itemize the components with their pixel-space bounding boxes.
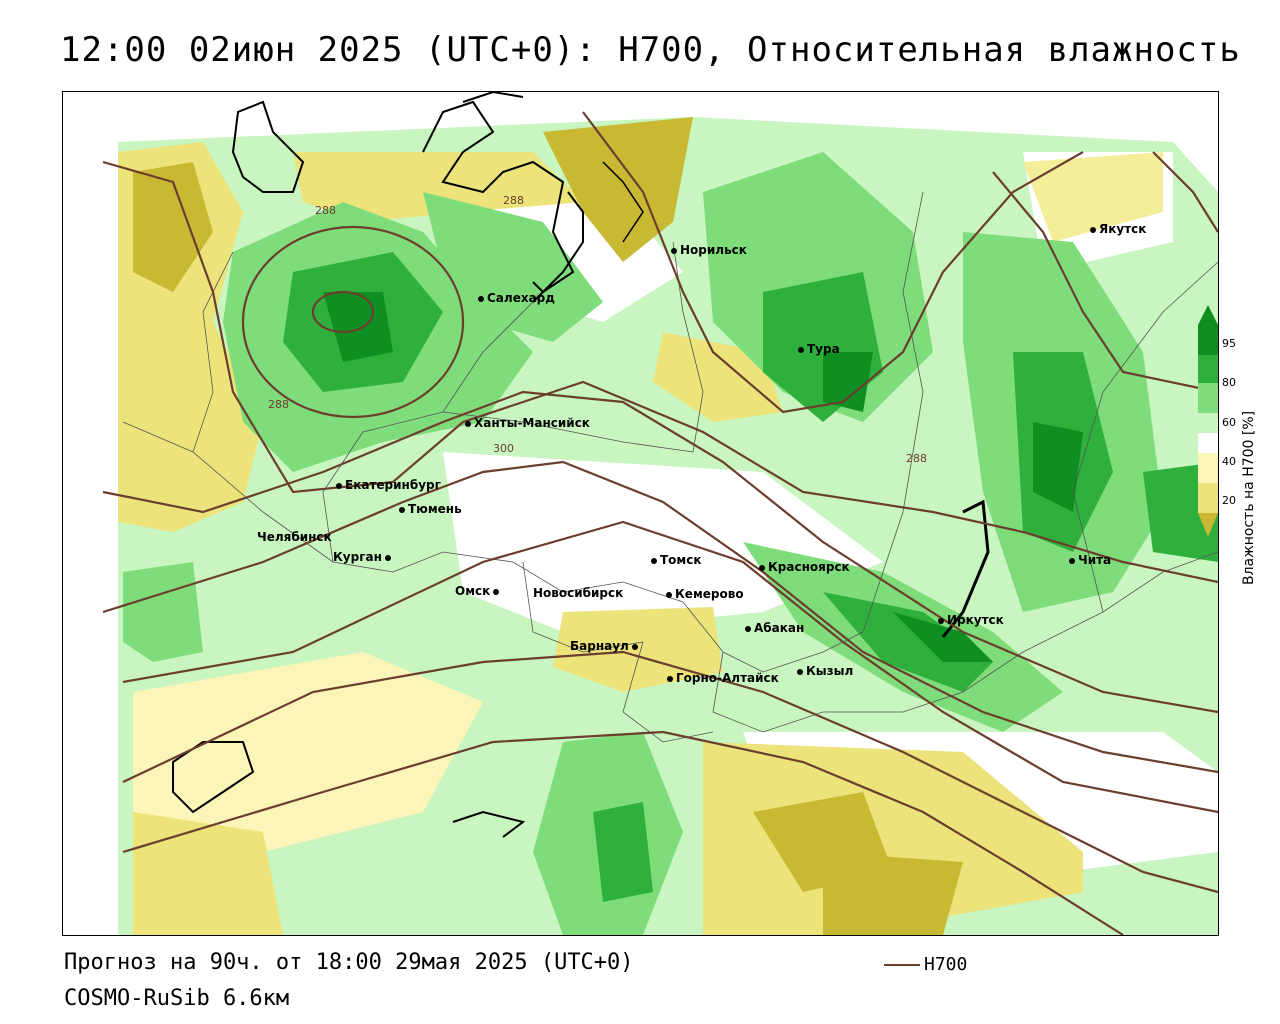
city-dot-icon xyxy=(399,506,405,513)
city-dot-icon xyxy=(938,617,944,624)
city-name: Тура xyxy=(807,342,840,356)
city-name: Курган xyxy=(333,550,382,564)
city-name: Барнаул xyxy=(570,639,629,653)
city-dot-icon xyxy=(1090,226,1096,233)
city-dot-icon xyxy=(478,295,484,302)
admin-boundaries xyxy=(122,191,1218,743)
city-marker: Кемерово xyxy=(666,587,744,601)
dry-zone-south xyxy=(703,742,1083,935)
city-name: Красноярск xyxy=(768,560,850,574)
city-dot-icon xyxy=(384,554,391,561)
city-dot-icon xyxy=(667,675,673,682)
forecast-info: Прогноз на 90ч. от 18:00 29мая 2025 (UTC… xyxy=(64,950,634,975)
city-marker: Салехард xyxy=(478,291,555,305)
city-name: Тюмень xyxy=(408,502,462,516)
city-marker: Горно-Алтайск xyxy=(667,671,779,685)
city-name: Екатеринбург xyxy=(345,478,441,492)
city-marker: Екатеринбург xyxy=(336,478,441,492)
h700-contours xyxy=(102,111,1218,935)
city-marker: Норильск xyxy=(671,243,747,257)
city-dot-icon xyxy=(493,588,500,595)
city-marker: Томск xyxy=(651,553,702,567)
city-dot-icon xyxy=(336,482,342,489)
map-title: 12:00 02июн 2025 (UTC+0): H700, Относите… xyxy=(60,30,1241,70)
city-dot-icon xyxy=(759,564,765,571)
city-name: Ханты-Мансийск xyxy=(474,416,590,430)
city-name: Кызыл xyxy=(806,664,854,678)
city-dot-icon xyxy=(745,625,751,632)
humidity-color-scale xyxy=(1198,305,1218,537)
city-name: Горно-Алтайск xyxy=(676,671,779,685)
legend-tick: 80 xyxy=(1222,376,1236,389)
legend-tick: 95 xyxy=(1222,337,1236,350)
city-marker: Новосибирск xyxy=(533,586,623,600)
city-name: Иркутск xyxy=(947,613,1004,627)
city-marker: Иркутск xyxy=(938,613,1004,627)
city-marker: Омск xyxy=(455,584,502,598)
city-marker: Якутск xyxy=(1090,222,1146,236)
city-name: Абакан xyxy=(754,621,805,635)
city-dot-icon xyxy=(797,668,803,675)
contour-legend-label: H700 xyxy=(924,954,968,975)
city-name: Кемерово xyxy=(675,587,744,601)
city-name: Якутск xyxy=(1099,222,1147,236)
city-name: Чита xyxy=(1078,553,1112,567)
city-marker: Кызыл xyxy=(797,664,853,678)
legend-tick: 20 xyxy=(1222,494,1236,507)
contour-label: 288 xyxy=(315,204,336,217)
model-name: COSMO-RuSib 6.6км xyxy=(64,986,290,1011)
city-dot-icon xyxy=(465,420,471,427)
city-name: Томск xyxy=(660,553,702,567)
city-marker: Абакан xyxy=(745,621,804,635)
city-marker: Челябинск xyxy=(257,530,332,544)
map-area: 288 288 288 300 288 Норильск Якутск Сале… xyxy=(62,91,1219,936)
legend-tick: 60 xyxy=(1222,416,1236,429)
contour-label: 288 xyxy=(906,452,927,465)
dry-zone-barnaul xyxy=(553,607,723,692)
lake-baikal xyxy=(941,499,990,638)
city-marker: Тюмень xyxy=(399,502,462,516)
city-marker: Красноярск xyxy=(759,560,850,574)
legend-tick: 40 xyxy=(1222,455,1236,468)
city-dot-icon xyxy=(1069,557,1075,564)
city-marker: Ханты-Мансийск xyxy=(465,416,590,430)
humidity-field xyxy=(63,92,1218,935)
contour-label: 300 xyxy=(493,442,514,455)
city-name: Челябинск xyxy=(257,530,332,544)
city-name: Новосибирск xyxy=(533,586,624,600)
contour-label: 288 xyxy=(268,398,289,411)
city-name: Салехард xyxy=(487,291,555,305)
city-marker: Тура xyxy=(798,342,840,356)
contour-label: 288 xyxy=(503,194,524,207)
city-name: Норильск xyxy=(680,243,747,257)
city-dot-icon xyxy=(666,591,672,598)
city-marker: Чита xyxy=(1069,553,1111,567)
legend-title: Влажность на H700 [%] xyxy=(1241,410,1257,585)
city-dot-icon xyxy=(651,557,657,564)
city-dot-icon xyxy=(798,346,804,353)
contour-line-icon xyxy=(884,964,920,966)
contour-legend: H700 xyxy=(884,954,967,975)
city-marker: Курган xyxy=(333,550,394,564)
city-name: Омск xyxy=(455,584,491,598)
city-marker: Барнаул xyxy=(570,639,641,653)
city-dot-icon xyxy=(631,643,638,650)
city-dot-icon xyxy=(671,247,677,254)
